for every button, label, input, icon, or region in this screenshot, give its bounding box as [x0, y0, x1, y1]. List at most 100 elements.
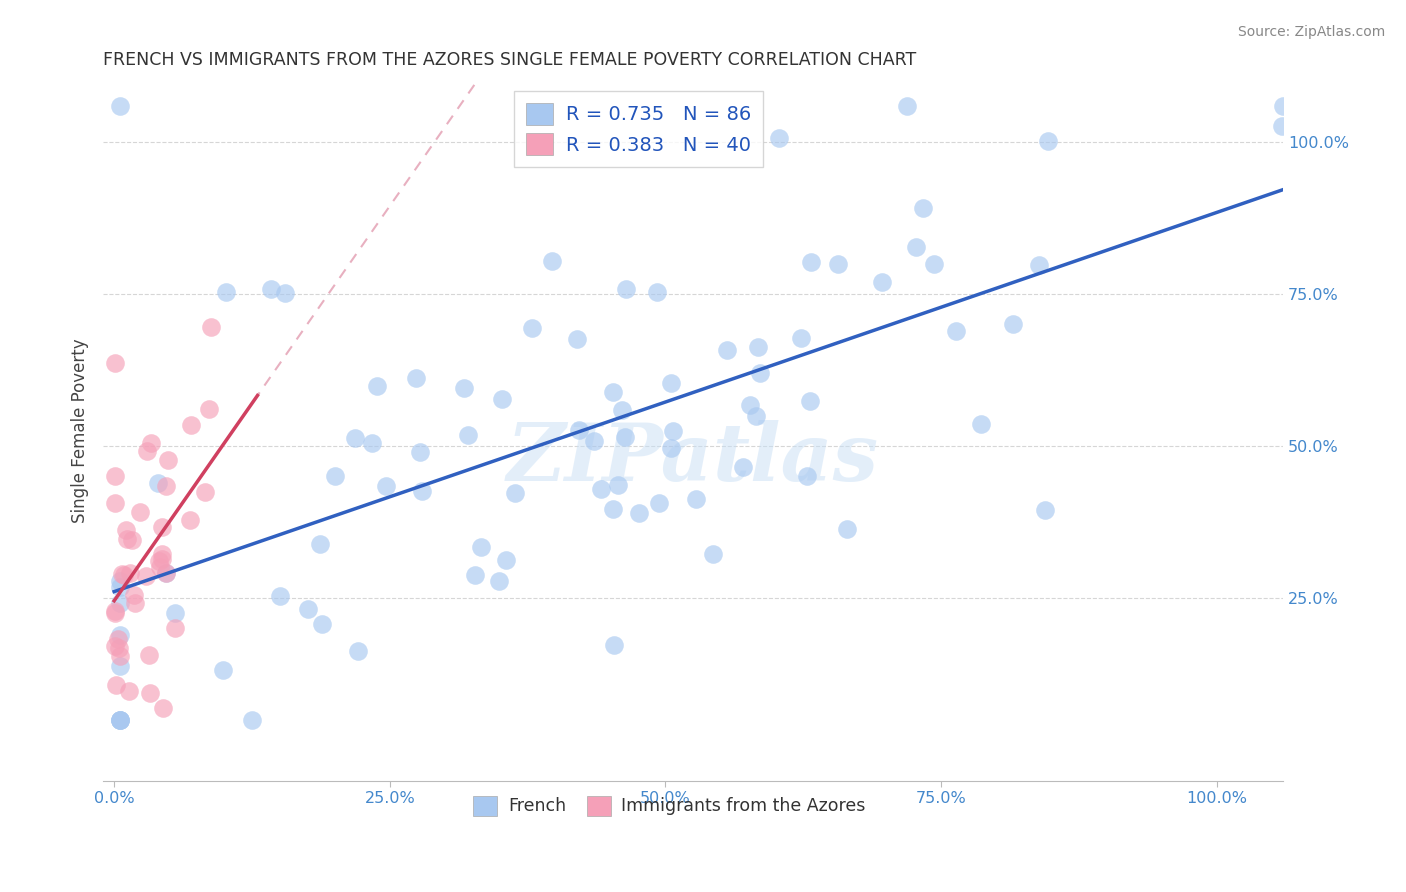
- Point: [118, 566, 141, 580]
- Point: [796, 469, 818, 483]
- Point: [198, 402, 221, 417]
- Point: [135, 569, 157, 583]
- Point: [194, 484, 217, 499]
- Point: [180, 417, 202, 432]
- Point: [179, 513, 201, 527]
- Point: [568, 423, 591, 437]
- Point: [659, 376, 682, 391]
- Point: [108, 713, 131, 727]
- Text: Source: ZipAtlas.com: Source: ZipAtlas.com: [1237, 25, 1385, 39]
- Point: [104, 468, 127, 483]
- Point: [297, 602, 319, 616]
- Point: [970, 417, 993, 432]
- Point: [200, 319, 222, 334]
- Point: [495, 553, 517, 567]
- Point: [470, 540, 492, 554]
- Point: [647, 496, 669, 510]
- Point: [749, 366, 772, 380]
- Point: [464, 568, 486, 582]
- Point: [610, 402, 633, 417]
- Point: [108, 628, 131, 642]
- Point: [613, 430, 636, 444]
- Point: [366, 379, 388, 393]
- Point: [104, 639, 127, 653]
- Point: [768, 131, 790, 145]
- Point: [112, 567, 135, 582]
- Point: [111, 566, 134, 581]
- Point: [685, 492, 707, 507]
- Point: [150, 552, 173, 566]
- Point: [1271, 98, 1294, 112]
- Point: [896, 98, 918, 112]
- Point: [912, 201, 935, 215]
- Point: [491, 392, 513, 406]
- Point: [108, 713, 131, 727]
- Point: [108, 659, 131, 673]
- Point: [155, 479, 177, 493]
- Point: [165, 606, 187, 620]
- Point: [745, 409, 768, 423]
- Point: [738, 398, 761, 412]
- Point: [662, 424, 685, 438]
- Point: [799, 393, 821, 408]
- Point: [104, 496, 127, 510]
- Point: [731, 459, 754, 474]
- Point: [150, 520, 173, 534]
- Point: [488, 574, 510, 589]
- Point: [107, 632, 129, 646]
- Point: [309, 537, 332, 551]
- Point: [212, 664, 235, 678]
- Point: [323, 468, 346, 483]
- Point: [1271, 120, 1294, 134]
- Point: [374, 478, 396, 492]
- Point: [108, 596, 131, 610]
- Point: [163, 621, 186, 635]
- Point: [582, 434, 605, 449]
- Point: [105, 678, 128, 692]
- Point: [645, 285, 668, 299]
- Point: [118, 684, 141, 698]
- Point: [269, 590, 291, 604]
- Y-axis label: Single Female Poverty: Single Female Poverty: [72, 339, 89, 524]
- Point: [108, 580, 131, 594]
- Point: [361, 436, 384, 450]
- Point: [104, 604, 127, 618]
- Point: [108, 713, 131, 727]
- Point: [138, 648, 160, 662]
- Point: [155, 566, 177, 581]
- Point: [603, 638, 626, 652]
- Point: [155, 566, 177, 580]
- Point: [260, 282, 283, 296]
- Point: [837, 522, 859, 536]
- Point: [565, 332, 588, 346]
- Point: [607, 478, 630, 492]
- Text: ZIPatlas: ZIPatlas: [508, 420, 879, 498]
- Point: [789, 331, 811, 345]
- Legend: French, Immigrants from the Azores: French, Immigrants from the Azores: [464, 787, 875, 824]
- Point: [215, 285, 238, 299]
- Point: [110, 648, 132, 663]
- Point: [945, 324, 967, 338]
- Text: FRENCH VS IMMIGRANTS FROM THE AZORES SINGLE FEMALE POVERTY CORRELATION CHART: FRENCH VS IMMIGRANTS FROM THE AZORES SIN…: [103, 51, 917, 69]
- Point: [1033, 503, 1056, 517]
- Point: [522, 321, 544, 335]
- Point: [922, 257, 945, 271]
- Point: [124, 596, 146, 610]
- Point: [602, 501, 624, 516]
- Point: [1036, 134, 1059, 148]
- Point: [148, 554, 170, 568]
- Point: [148, 475, 170, 490]
- Point: [716, 343, 738, 357]
- Point: [104, 356, 127, 370]
- Point: [108, 640, 131, 655]
- Point: [344, 431, 367, 445]
- Point: [457, 428, 479, 442]
- Point: [115, 523, 138, 537]
- Point: [311, 616, 333, 631]
- Point: [589, 482, 612, 496]
- Point: [614, 282, 637, 296]
- Point: [121, 533, 143, 548]
- Point: [157, 452, 180, 467]
- Point: [747, 340, 769, 354]
- Point: [108, 574, 131, 589]
